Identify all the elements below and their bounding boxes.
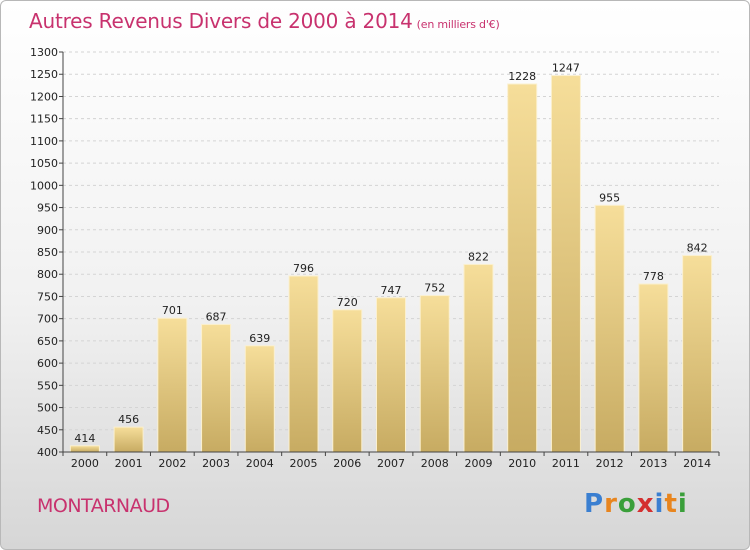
data-label-2009: 822 [468, 250, 489, 263]
x-tick-label: 2005 [290, 457, 318, 470]
y-tick-label: 500 [37, 402, 58, 415]
y-tick-label: 700 [37, 313, 58, 326]
logo-letter: P [584, 489, 605, 519]
data-label-2007: 747 [381, 284, 402, 297]
y-tick-label: 400 [37, 446, 58, 459]
data-label-2008: 752 [424, 282, 445, 295]
data-label-2002: 701 [162, 304, 183, 317]
y-tick-label: 550 [37, 379, 58, 392]
data-label-2004: 639 [249, 332, 270, 345]
logo-letter: x [636, 489, 655, 519]
y-tick-label: 450 [37, 424, 58, 437]
x-tick-label: 2004 [246, 457, 274, 470]
data-label-2013: 778 [643, 270, 664, 283]
y-tick-label: 1250 [30, 68, 58, 81]
x-tick-label: 2007 [377, 457, 405, 470]
logo-letter: o [617, 489, 637, 519]
x-tick-label: 2000 [71, 457, 99, 470]
chart-subtitle: (en milliers d'€) [416, 18, 500, 31]
data-label-2003: 687 [206, 310, 227, 323]
bar-2005 [288, 275, 319, 453]
place-name: MONTARNAUD [37, 495, 170, 517]
y-tick-label: 1200 [30, 90, 58, 103]
chart-title: Autres Revenus Divers de 2000 à 2014 (en … [29, 9, 500, 33]
logo-letter: i [654, 489, 665, 519]
y-tick-label: 800 [37, 268, 58, 281]
y-axis-ticks: 400 450 500 550 600 650 700 750 800 850 900 950 1000… [30, 46, 63, 459]
bar-2011 [550, 75, 581, 453]
data-label-2011: 1247 [552, 62, 580, 75]
proxiti-logo: Proxiti [584, 489, 688, 519]
bar-2002 [157, 317, 188, 453]
x-tick-label: 2014 [683, 457, 711, 470]
bar-2003 [201, 323, 232, 453]
bar-2001 [113, 426, 144, 453]
logo-letter: i [677, 489, 688, 519]
bar-2012 [594, 204, 625, 453]
y-tick-label: 750 [37, 290, 58, 303]
y-tick-label: 1100 [30, 135, 58, 148]
data-label-2012: 955 [599, 191, 620, 204]
x-tick-label: 2002 [158, 457, 186, 470]
x-tick-label: 2010 [508, 457, 536, 470]
data-label-2006: 720 [337, 296, 358, 309]
logo-letter: r [604, 489, 618, 519]
y-tick-label: 1000 [30, 179, 58, 192]
bar-2013 [638, 283, 669, 453]
bar-2009 [463, 263, 494, 453]
logo-letter: t [664, 489, 678, 519]
x-tick-label: 2003 [202, 457, 230, 470]
y-tick-label: 650 [37, 335, 58, 348]
y-tick-label: 950 [37, 202, 58, 215]
data-labels: 414 456 701 687 639 796 720 747 752 822 1228 1247 95… [74, 62, 707, 445]
y-tick-label: 1300 [30, 46, 58, 59]
bars [69, 75, 713, 453]
data-label-2010: 1228 [508, 70, 536, 83]
x-tick-label: 2008 [421, 457, 449, 470]
bar-2007 [376, 297, 406, 453]
data-label-2014: 842 [687, 242, 708, 255]
x-tick-label: 2011 [552, 457, 580, 470]
data-label-2005: 796 [293, 262, 314, 275]
y-tick-label: 900 [37, 224, 58, 237]
data-label-2001: 456 [118, 413, 139, 426]
x-tick-label: 2013 [639, 457, 667, 470]
y-tick-label: 600 [37, 357, 58, 370]
data-label-2000: 414 [74, 432, 95, 445]
bar-2008 [419, 295, 450, 453]
y-tick-label: 1050 [30, 157, 58, 170]
x-tick-label: 2009 [464, 457, 492, 470]
x-tick-label: 2006 [333, 457, 361, 470]
bar-2014 [682, 255, 713, 453]
bar-2010 [507, 83, 538, 453]
y-tick-label: 850 [37, 246, 58, 259]
bar-2004 [244, 345, 275, 453]
x-axis-ticks: 2000 2001 2002 2003 2004 2005 2006 2007 2008 2009… [62, 452, 720, 470]
bar-2006 [332, 309, 363, 453]
bar-2000 [69, 445, 100, 453]
y-tick-label: 1150 [30, 113, 58, 126]
x-tick-label: 2001 [115, 457, 143, 470]
x-tick-label: 2012 [596, 457, 624, 470]
